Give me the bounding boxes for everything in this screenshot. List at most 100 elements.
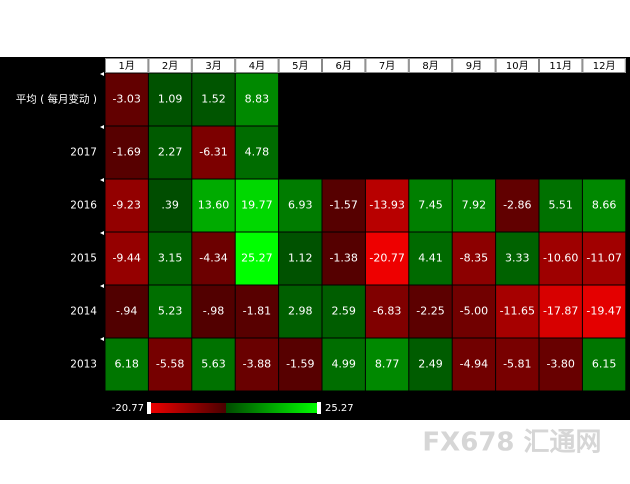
heat-cell	[105, 73, 148, 126]
header-cell	[539, 58, 583, 73]
heat-cell	[105, 179, 148, 232]
row-label: 2016	[70, 200, 97, 212]
heat-cell	[322, 338, 365, 391]
heat-cell	[496, 285, 539, 338]
heat-cell	[235, 285, 279, 338]
header-cell	[495, 58, 540, 73]
cell-label: 1.52	[201, 93, 226, 106]
header-cell	[365, 58, 409, 73]
row-marker	[100, 284, 104, 288]
cell-label: 25.27	[241, 252, 273, 265]
column-label: 8月	[422, 60, 438, 72]
cell-label: 4.99	[331, 358, 356, 371]
column-label: 6月	[336, 60, 352, 72]
cell-label: -1.59	[286, 358, 314, 371]
cell-label: 6.18	[114, 358, 139, 371]
heat-cell	[365, 179, 409, 232]
colorbar-min: -20.77	[112, 403, 144, 414]
colorbar	[150, 403, 318, 413]
column-label: 9月	[466, 60, 482, 72]
heat-cell	[365, 338, 409, 391]
heat-cell	[322, 232, 365, 285]
heat-cell	[409, 338, 452, 391]
heat-cell	[279, 338, 322, 391]
heat-cell	[148, 232, 192, 285]
cell-label: -2.25	[416, 305, 444, 318]
cell-label: -2.86	[503, 199, 531, 212]
cell-label: -17.87	[543, 305, 578, 318]
row-marker	[100, 72, 104, 76]
cell-label: -13.93	[369, 199, 404, 212]
heat-cell	[148, 126, 192, 179]
cell-label: -4.34	[199, 252, 227, 265]
heat-cell	[539, 285, 582, 338]
header-cell	[408, 58, 453, 73]
heat-cell	[539, 179, 582, 232]
cell-label: 3.15	[158, 252, 183, 265]
heat-cell	[235, 126, 279, 179]
column-label: 4月	[249, 60, 265, 72]
cell-label: 2.49	[418, 358, 443, 371]
header-cell	[322, 58, 366, 73]
column-label: 10月	[506, 60, 529, 72]
heat-cell	[105, 126, 148, 179]
cell-label: -11.07	[586, 252, 621, 265]
row-marker	[100, 337, 104, 341]
heat-cell	[322, 285, 365, 338]
cell-label: 2.59	[331, 305, 356, 318]
cell-label: -1.57	[329, 199, 357, 212]
cell-label: 7.45	[418, 199, 443, 212]
watermark: FX678 汇通网	[422, 428, 601, 458]
cell-label: 1.09	[158, 93, 183, 106]
header-cell	[278, 58, 323, 73]
heat-cell	[496, 232, 539, 285]
cell-label: -10.60	[543, 252, 578, 265]
header-cell	[452, 58, 496, 73]
heat-cell	[148, 73, 192, 126]
cell-label: -1.38	[329, 252, 357, 265]
cell-label: 8.83	[245, 93, 270, 106]
cell-label: 4.41	[418, 252, 443, 265]
header-cell	[105, 58, 149, 73]
heat-cell	[582, 338, 626, 391]
heat-cell	[105, 232, 148, 285]
heat-cell	[452, 179, 496, 232]
heat-cell	[539, 338, 582, 391]
heat-cell	[192, 232, 235, 285]
cell-label: 5.23	[158, 305, 183, 318]
cell-label: -8.35	[460, 252, 488, 265]
cell-label: -4.94	[460, 358, 488, 371]
heat-cell	[192, 338, 235, 391]
heat-cell	[582, 232, 626, 285]
heat-cell	[452, 338, 496, 391]
column-label: 7月	[379, 60, 395, 72]
heat-cell	[192, 126, 235, 179]
cell-label: -6.83	[373, 305, 401, 318]
column-label: 2月	[162, 60, 178, 72]
heat-cell	[496, 338, 539, 391]
column-label: 1月	[119, 60, 135, 72]
cell-label: 3.33	[505, 252, 530, 265]
column-label: 11月	[549, 60, 572, 72]
heat-cell	[235, 73, 279, 126]
heat-cell	[582, 179, 626, 232]
heat-cell	[279, 285, 322, 338]
cell-label: 13.60	[198, 199, 230, 212]
cell-label: .39	[161, 199, 179, 212]
cell-label: -3.88	[243, 358, 271, 371]
heat-cell	[279, 179, 322, 232]
row-marker	[100, 125, 104, 129]
cell-label: -1.81	[243, 305, 271, 318]
row-marker	[100, 178, 104, 182]
cell-label: -3.03	[112, 93, 140, 106]
heat-cell	[409, 285, 452, 338]
heat-cell	[148, 179, 192, 232]
heat-cell	[539, 232, 582, 285]
heat-cell	[365, 285, 409, 338]
cell-label: -5.00	[460, 305, 488, 318]
cell-label: 8.66	[592, 199, 617, 212]
cell-label: -5.58	[156, 358, 184, 371]
colorbar-tab	[147, 402, 151, 414]
header-cell	[235, 58, 279, 73]
